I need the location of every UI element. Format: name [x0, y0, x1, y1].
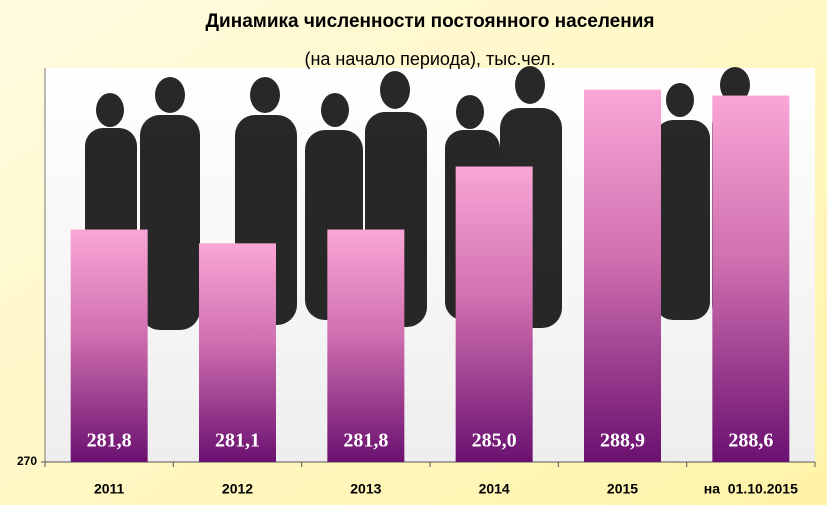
- data-label: 281,1: [215, 430, 260, 452]
- x-tick-label: 2014: [479, 481, 510, 497]
- chart-title: Динамика численности постоянного населен…: [206, 11, 655, 32]
- data-label: 288,6: [728, 430, 773, 452]
- bar: [70, 229, 148, 462]
- bar: [199, 243, 276, 462]
- y-tick-label: 270: [17, 454, 37, 468]
- x-tick-label: 2015: [607, 481, 638, 497]
- bar: [584, 89, 661, 463]
- x-tick-label: 2012: [222, 481, 253, 497]
- x-tick-label: 2013: [350, 481, 381, 497]
- data-label: 288,9: [600, 430, 645, 452]
- data-label: 281,8: [343, 430, 388, 452]
- bar: [712, 95, 790, 462]
- x-tick-label: на 01.10.2015: [704, 481, 798, 497]
- bar: [455, 166, 533, 462]
- x-tick-label: 2011: [94, 481, 125, 497]
- chart-subtitle: (на начало периода), тыс.чел.: [304, 49, 555, 69]
- data-label: 281,8: [87, 430, 132, 452]
- data-label: 285,0: [472, 430, 517, 452]
- bar: [327, 229, 405, 462]
